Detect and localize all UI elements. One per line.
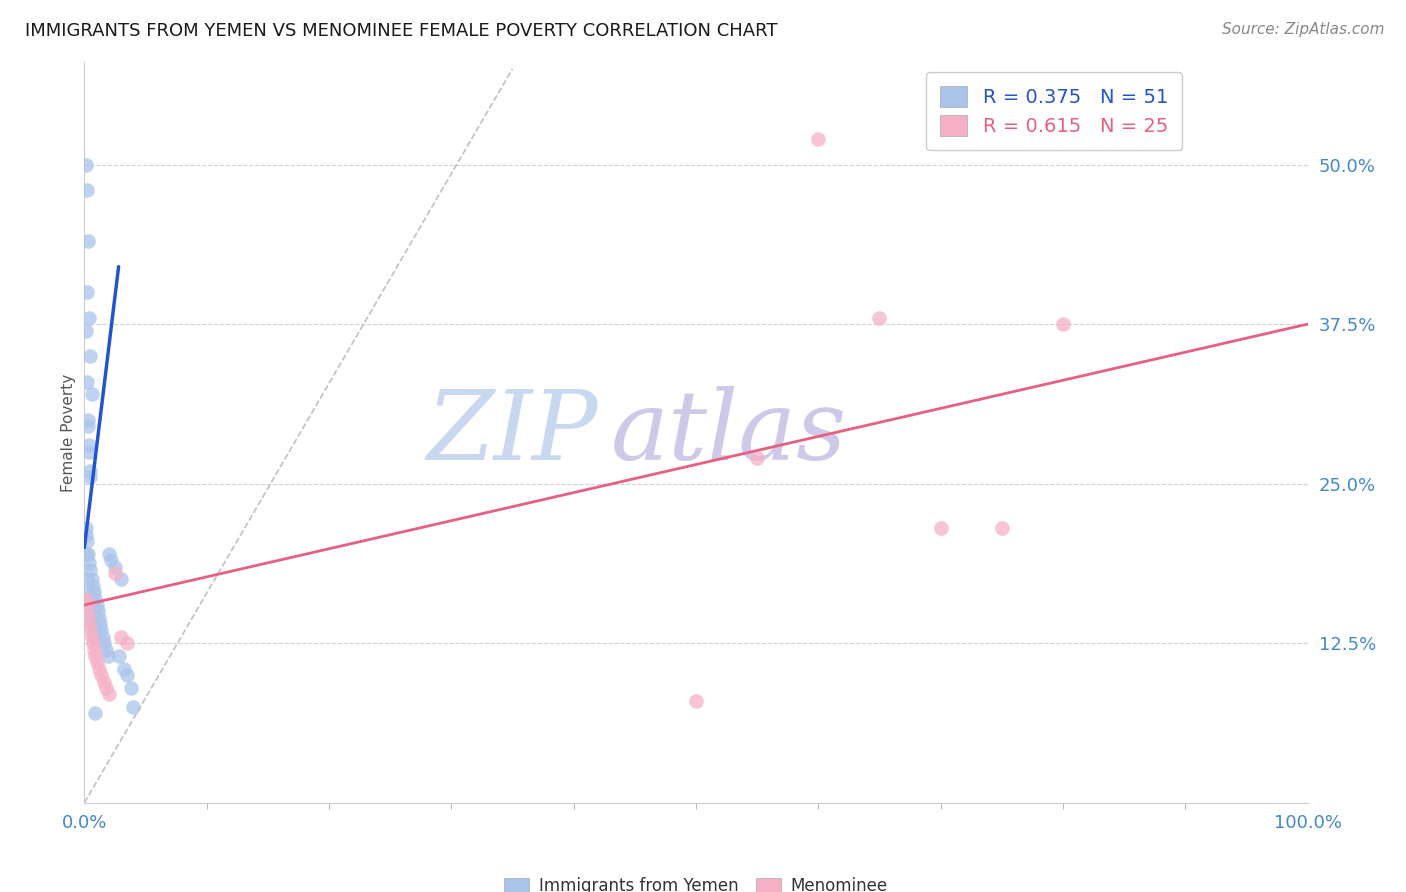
Point (110, 630, 132, 644)
Point (79, 564, 101, 578)
Point (110, 573, 132, 587)
Point (77, 444, 100, 458)
Point (90, 624, 112, 638)
Point (747, 451, 769, 466)
Point (929, 521, 952, 535)
Point (76, 598, 98, 612)
Y-axis label: Female Poverty: Female Poverty (60, 374, 76, 491)
Point (77, 547, 100, 561)
Point (90, 668, 112, 682)
Point (83, 642, 105, 657)
Point (104, 566, 127, 580)
Point (75, 527, 97, 541)
Point (77, 419, 100, 434)
Point (97, 547, 120, 561)
Point (77, 585, 100, 599)
Point (91, 630, 114, 644)
Point (79, 622, 101, 636)
Point (93, 636, 115, 650)
Point (685, 694, 707, 708)
Point (87, 604, 110, 618)
Point (75, 521, 97, 535)
Point (82, 627, 104, 641)
Point (100, 553, 122, 567)
Point (82, 636, 104, 650)
Point (87, 610, 110, 624)
Point (77, 310, 100, 325)
Point (79, 608, 101, 623)
Point (1052, 317, 1074, 331)
Point (107, 648, 129, 663)
Text: ZIP: ZIP (427, 385, 598, 480)
Point (76, 534, 98, 549)
Point (75, 157, 97, 171)
Text: IMMIGRANTS FROM YEMEN VS MENOMINEE FEMALE POVERTY CORRELATION CHART: IMMIGRANTS FROM YEMEN VS MENOMINEE FEMAL… (25, 22, 778, 40)
Point (75, 547, 97, 561)
Point (96, 681, 118, 695)
Point (84, 706, 107, 721)
Point (82, 579, 104, 593)
Point (96, 642, 118, 657)
Point (80, 630, 103, 644)
Point (77, 607, 100, 621)
Point (89, 617, 111, 632)
Point (80, 387, 103, 401)
Point (75, 591, 97, 606)
Point (76, 573, 98, 587)
Text: Source: ZipAtlas.com: Source: ZipAtlas.com (1222, 22, 1385, 37)
Point (991, 521, 1014, 535)
Point (83, 585, 105, 599)
Point (93, 674, 115, 689)
Point (80, 573, 103, 587)
Point (97, 687, 120, 701)
Point (104, 559, 127, 574)
Legend: Immigrants from Yemen, Menominee: Immigrants from Yemen, Menominee (498, 871, 894, 892)
Point (115, 636, 138, 650)
Point (79, 349, 101, 363)
Point (77, 615, 100, 629)
Point (77, 438, 100, 452)
Point (77, 234, 100, 248)
Point (84, 591, 107, 606)
Point (80, 617, 103, 632)
Point (112, 662, 135, 676)
Point (76, 375, 98, 389)
Point (76, 285, 98, 300)
Text: atlas: atlas (610, 385, 846, 480)
Point (86, 656, 108, 670)
Point (76, 183, 98, 197)
Point (75, 324, 97, 338)
Point (869, 310, 891, 325)
Point (79, 470, 101, 484)
Point (807, 132, 830, 146)
Point (86, 598, 108, 612)
Point (79, 464, 101, 478)
Point (84, 648, 107, 663)
Point (115, 668, 138, 682)
Point (77, 556, 100, 570)
Point (77, 598, 100, 612)
Point (122, 700, 145, 714)
Point (120, 681, 142, 695)
Point (87, 662, 110, 676)
Point (97, 648, 120, 663)
Point (77, 413, 100, 427)
